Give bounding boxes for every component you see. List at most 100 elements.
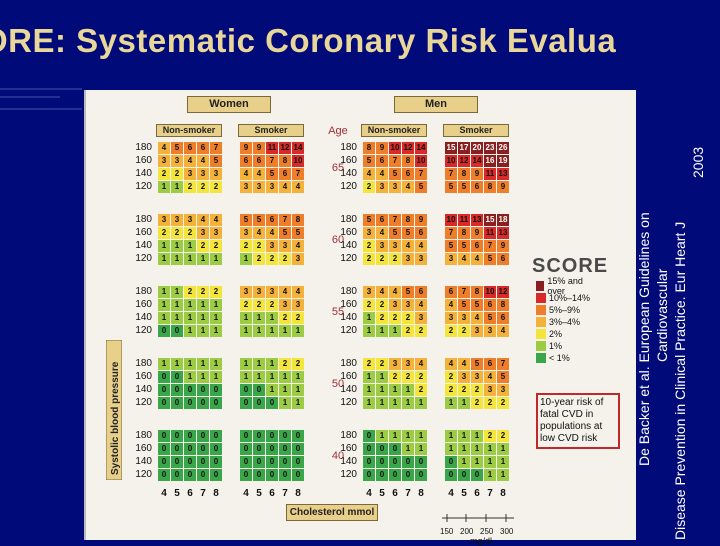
risk-cell: 16 — [484, 155, 496, 167]
legend-label: 2% — [549, 328, 563, 339]
risk-cell: 3 — [402, 358, 414, 370]
risk-cell: 7 — [497, 358, 509, 370]
risk-cell: 1 — [197, 253, 209, 265]
risk-cell: 2 — [184, 227, 196, 239]
risk-cell: 2 — [497, 430, 509, 442]
risk-cell: 7 — [292, 168, 304, 180]
risk-cell: 1 — [376, 371, 388, 383]
risk-cell: 0 — [240, 443, 252, 455]
risk-cell: 3 — [471, 371, 483, 383]
risk-cell: 2 — [253, 299, 265, 311]
risk-cell: 0 — [253, 469, 265, 481]
risk-cell: 5 — [471, 299, 483, 311]
risk-cell: 1 — [266, 358, 278, 370]
risk-cell: 4 — [415, 240, 427, 252]
subheader-men-nonsmoker: Non-smoker — [361, 124, 427, 137]
risk-cell: 4 — [376, 168, 388, 180]
risk-cell: 1 — [158, 286, 170, 298]
risk-cell: 0 — [171, 384, 183, 396]
risk-cell: 8 — [458, 227, 470, 239]
risk-cell: 8 — [363, 142, 375, 154]
risk-cell: 2 — [376, 299, 388, 311]
score-logo: SCORE — [532, 255, 609, 277]
risk-cell: 2 — [415, 384, 427, 396]
risk-cell: 19 — [497, 155, 509, 167]
risk-cell: 12 — [279, 142, 291, 154]
risk-cell: 0 — [171, 325, 183, 337]
risk-cell: 14 — [292, 142, 304, 154]
risk-cell: 0 — [158, 371, 170, 383]
risk-cell: 0 — [279, 443, 291, 455]
risk-cell: 5 — [363, 155, 375, 167]
cholesterol-tick: 8 — [418, 488, 426, 499]
risk-cell: 0 — [197, 430, 209, 442]
risk-cell: 3 — [389, 299, 401, 311]
subheader-men-smoker: Smoker — [443, 124, 509, 137]
risk-cell: 6 — [240, 155, 252, 167]
risk-cell: 1 — [266, 325, 278, 337]
risk-cell: 3 — [266, 181, 278, 193]
risk-cell: 1 — [363, 325, 375, 337]
risk-cell: 2 — [389, 253, 401, 265]
risk-cell: 1 — [415, 430, 427, 442]
risk-cell: 4 — [497, 325, 509, 337]
risk-cell: 1 — [458, 397, 470, 409]
risk-cell: 1 — [376, 430, 388, 442]
risk-cell: 0 — [210, 397, 222, 409]
risk-cell: 2 — [210, 240, 222, 252]
risk-cell: 0 — [210, 456, 222, 468]
risk-cell: 3 — [458, 312, 470, 324]
legend-item: 2% — [536, 328, 594, 339]
risk-cell: 3 — [363, 227, 375, 239]
risk-cell: 0 — [197, 443, 209, 455]
risk-cell: 26 — [497, 142, 509, 154]
legend-swatch — [536, 316, 546, 327]
risk-cell: 1 — [376, 397, 388, 409]
risk-cell: 5 — [389, 168, 401, 180]
risk-cell: 0 — [253, 430, 265, 442]
risk-cell: 11 — [458, 214, 470, 226]
risk-cell: 4 — [471, 312, 483, 324]
bp-label: 140 — [135, 240, 152, 251]
risk-cell: 5 — [497, 371, 509, 383]
mgdl-tick: 150 — [440, 527, 454, 536]
risk-cell: 5 — [363, 214, 375, 226]
legend-item: < 1% — [536, 352, 594, 363]
risk-cell: 0 — [171, 397, 183, 409]
risk-cell: 1 — [197, 358, 209, 370]
risk-cell: 2 — [292, 358, 304, 370]
risk-cell: 5 — [484, 253, 496, 265]
risk-cell: 0 — [376, 443, 388, 455]
age-label: 65 — [331, 162, 345, 174]
risk-cell: 7 — [415, 168, 427, 180]
risk-cell: 5 — [458, 181, 470, 193]
risk-cell: 11 — [266, 142, 278, 154]
risk-cell: 6 — [253, 155, 265, 167]
cholesterol-tick: 8 — [295, 488, 303, 499]
risk-cell: 6 — [471, 240, 483, 252]
risk-cell: 1 — [266, 371, 278, 383]
risk-cell: 0 — [292, 456, 304, 468]
risk-cell: 0 — [184, 430, 196, 442]
risk-cell: 10 — [292, 155, 304, 167]
risk-cell: 1 — [184, 240, 196, 252]
bp-label: 180 — [340, 430, 357, 441]
bp-label: 160 — [135, 443, 152, 454]
risk-cell: 0 — [402, 469, 414, 481]
risk-cell: 1 — [240, 325, 252, 337]
risk-cell: 0 — [240, 456, 252, 468]
cholesterol-tick: 6 — [474, 488, 482, 499]
cholesterol-tick: 7 — [487, 488, 495, 499]
risk-cell: 3 — [389, 358, 401, 370]
risk-cell: 0 — [197, 469, 209, 481]
risk-cell: 4 — [402, 181, 414, 193]
risk-legend: 15% and over 10%–14% 5%–9% 3%–4% 2% 1% < 1% — [536, 276, 594, 364]
risk-cell: 18 — [497, 214, 509, 226]
risk-cell: 6 — [445, 286, 457, 298]
cholesterol-tick: 6 — [187, 488, 195, 499]
